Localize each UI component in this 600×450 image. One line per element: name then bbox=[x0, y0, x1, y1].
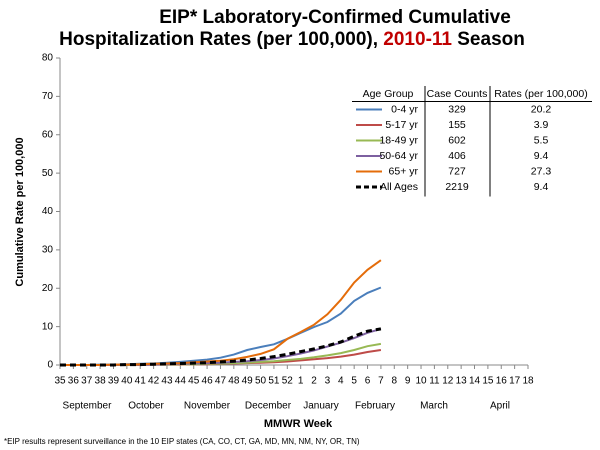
legend-count: 727 bbox=[448, 165, 466, 177]
y-tick-label: 10 bbox=[42, 321, 54, 332]
x-axis-title: MMWR Week bbox=[264, 418, 333, 430]
month-label: February bbox=[355, 401, 395, 412]
x-tick-label: 41 bbox=[135, 376, 147, 387]
x-tick-label: 7 bbox=[378, 376, 384, 387]
x-tick-label: 1 bbox=[298, 376, 304, 387]
x-tick-label: 37 bbox=[81, 376, 93, 387]
x-tick-label: 48 bbox=[228, 376, 240, 387]
x-tick-label: 40 bbox=[121, 376, 133, 387]
series-line bbox=[60, 327, 382, 366]
x-tick-label: 44 bbox=[175, 376, 187, 387]
series-line bbox=[60, 286, 382, 366]
legend-label: 65+ yr bbox=[389, 165, 419, 177]
x-tick-label: 11 bbox=[429, 376, 440, 387]
legend-count: 155 bbox=[448, 119, 466, 131]
y-tick-label: 50 bbox=[42, 168, 54, 179]
month-label: November bbox=[184, 401, 231, 412]
legend-rate: 5.5 bbox=[534, 134, 549, 146]
legend-label: 50-64 yr bbox=[379, 150, 418, 162]
x-tick-label: 47 bbox=[215, 376, 227, 387]
x-tick-label: 51 bbox=[268, 376, 280, 387]
month-label: March bbox=[420, 401, 448, 412]
legend-rate: 9.4 bbox=[534, 150, 549, 162]
y-axis-title: Cumulative Rate per 100,000 bbox=[14, 137, 26, 286]
legend-label: 0-4 yr bbox=[391, 103, 418, 115]
x-tick-label: 14 bbox=[469, 376, 481, 387]
x-tick-label: 16 bbox=[496, 376, 508, 387]
month-label: January bbox=[303, 401, 339, 412]
legend-box bbox=[352, 86, 592, 199]
x-tick-label: 10 bbox=[415, 376, 427, 387]
x-tick-label: 49 bbox=[242, 376, 254, 387]
x-tick-label: 35 bbox=[54, 376, 66, 387]
y-tick-label: 70 bbox=[42, 91, 54, 102]
x-tick-label: 13 bbox=[456, 376, 468, 387]
legend-header: Case Counts bbox=[427, 88, 488, 100]
legend-header: Rates (per 100,000) bbox=[494, 88, 587, 100]
x-tick-label: 38 bbox=[95, 376, 107, 387]
x-tick-label: 52 bbox=[282, 376, 294, 387]
x-tick-label: 36 bbox=[68, 376, 80, 387]
legend-rate: 3.9 bbox=[534, 119, 549, 131]
x-tick-label: 4 bbox=[338, 376, 344, 387]
x-tick-label: 50 bbox=[255, 376, 267, 387]
legend-count: 406 bbox=[448, 150, 466, 162]
x-tick-label: 39 bbox=[108, 376, 120, 387]
y-tick-label: 80 bbox=[42, 53, 54, 64]
y-tick-label: 30 bbox=[42, 245, 54, 256]
y-tick-label: 0 bbox=[47, 360, 53, 371]
legend-header: Age Group bbox=[363, 88, 414, 100]
chart-title-line2: Hospitalization Rates (per 100,000), 201… bbox=[59, 29, 525, 50]
x-tick-label: 3 bbox=[325, 376, 331, 387]
month-label: October bbox=[128, 401, 164, 412]
y-tick-label: 60 bbox=[42, 129, 54, 140]
x-tick-label: 43 bbox=[161, 376, 173, 387]
x-tick-label: 46 bbox=[202, 376, 214, 387]
legend-label: All Ages bbox=[380, 181, 418, 193]
month-label: September bbox=[63, 401, 113, 412]
legend-label: 5-17 yr bbox=[385, 119, 418, 131]
title-part: Hospitalization Rates (per 100,000), bbox=[59, 29, 383, 50]
title-part: Season bbox=[452, 29, 525, 50]
legend-rate: 9.4 bbox=[534, 181, 549, 193]
title-highlight: 2010-11 bbox=[383, 29, 452, 50]
chart-title-line1: EIP* Laboratory-Confirmed Cumulative bbox=[159, 7, 511, 28]
legend-rate: 20.2 bbox=[531, 103, 552, 115]
x-tick-label: 2 bbox=[311, 376, 317, 387]
x-tick-label: 42 bbox=[148, 376, 160, 387]
x-tick-label: 9 bbox=[405, 376, 411, 387]
footnote: *EIP results represent surveillance in t… bbox=[4, 437, 360, 446]
legend-count: 602 bbox=[448, 134, 466, 146]
month-label: December bbox=[245, 401, 292, 412]
x-tick-label: 18 bbox=[522, 376, 534, 387]
series-line bbox=[60, 327, 382, 367]
month-label: April bbox=[490, 401, 510, 412]
y-tick-label: 20 bbox=[42, 283, 54, 294]
series-line bbox=[60, 259, 382, 366]
x-tick-label: 17 bbox=[509, 376, 521, 387]
x-tick-label: 6 bbox=[365, 376, 371, 387]
legend-count: 2219 bbox=[445, 181, 469, 193]
y-tick-label: 40 bbox=[42, 206, 54, 217]
x-tick-label: 5 bbox=[351, 376, 357, 387]
legend-count: 329 bbox=[448, 103, 466, 115]
x-tick-label: 45 bbox=[188, 376, 200, 387]
x-tick-label: 15 bbox=[482, 376, 494, 387]
legend-label: 18-49 yr bbox=[379, 134, 418, 146]
legend-rate: 27.3 bbox=[531, 165, 552, 177]
x-tick-label: 12 bbox=[442, 376, 454, 387]
x-tick-label: 8 bbox=[392, 376, 398, 387]
